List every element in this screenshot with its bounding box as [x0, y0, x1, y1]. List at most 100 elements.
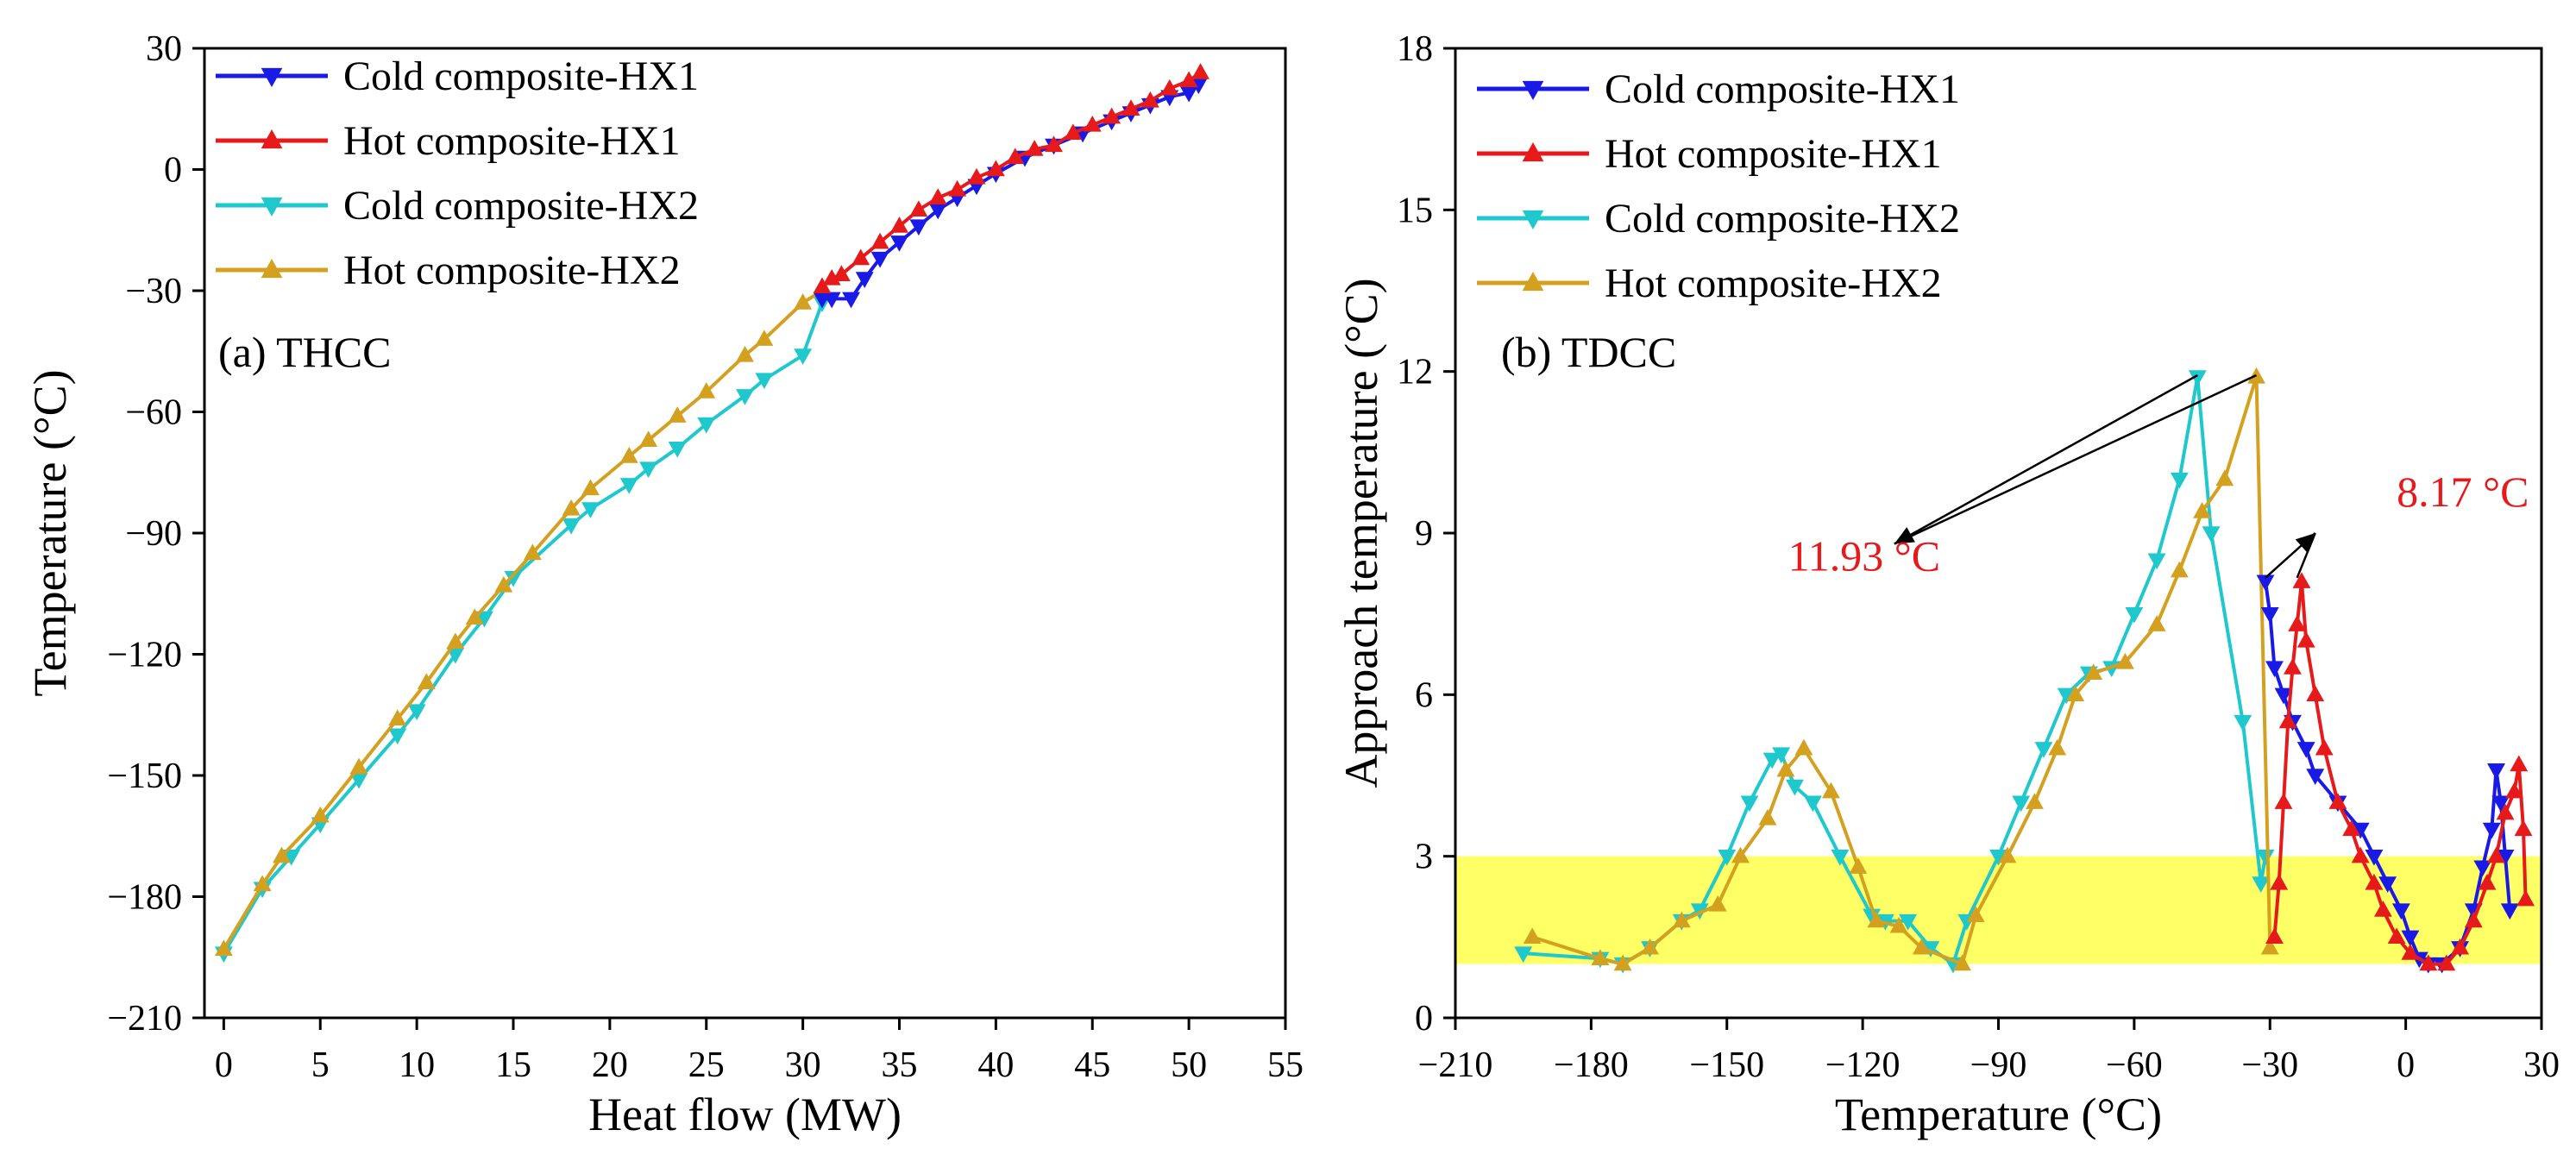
data-point	[1867, 911, 1886, 928]
data-point	[417, 673, 436, 689]
x-tick-label: −180	[1554, 1045, 1629, 1085]
y-tick-label: −90	[125, 514, 182, 554]
data-point	[2256, 574, 2275, 592]
data-point	[562, 499, 581, 516]
data-point	[1179, 85, 1198, 103]
data-point	[1831, 849, 1850, 866]
data-point	[1523, 927, 1542, 945]
data-point	[639, 461, 658, 479]
legend-swatch-marker	[261, 259, 283, 279]
series-cold-composite-hx2	[214, 296, 832, 964]
data-point	[736, 389, 754, 405]
data-point	[619, 478, 638, 494]
data-point	[2252, 876, 2271, 893]
legend-item: Hot composite-HX2	[216, 248, 681, 293]
x-tick-label: 30	[2523, 1045, 2560, 1085]
data-point	[2288, 615, 2307, 631]
data-point	[2401, 930, 2420, 947]
thcc-legend: Cold composite-HX1 Hot composite-HX1 Cold …	[216, 53, 699, 293]
data-point	[1998, 846, 2017, 863]
data-point	[1179, 71, 1198, 88]
x-tick-label: −150	[1689, 1045, 1764, 1085]
legend-swatch-marker	[261, 129, 283, 149]
data-point	[2215, 469, 2234, 486]
legend-label: Cold composite-HX1	[343, 53, 699, 99]
series-hot-composite-hx1	[2265, 572, 2535, 971]
data-point	[1921, 941, 1940, 957]
data-point	[2378, 876, 2397, 893]
data-point	[2437, 954, 2456, 971]
y-tick-label: 18	[1397, 29, 1433, 69]
data-point	[2270, 873, 2289, 890]
data-point	[2193, 502, 2212, 518]
y-tick-label: −210	[107, 999, 182, 1039]
data-point	[2265, 927, 2284, 945]
thcc-x-axis-label: Heat flow (MW)	[588, 1089, 902, 1140]
thcc-y-axis-label: Temperature (°C)	[24, 369, 76, 696]
thcc-series-layer	[214, 63, 1209, 964]
data-point	[948, 179, 967, 197]
legend-label: Cold composite-HX2	[343, 183, 699, 229]
data-point	[2451, 938, 2470, 955]
data-point	[1731, 846, 1750, 863]
series-hot-composite-hx2	[1523, 367, 2279, 971]
annotation-arrow	[1894, 373, 2198, 545]
data-point	[1762, 752, 1781, 769]
x-tick-label: 30	[785, 1045, 821, 1085]
x-tick-label: −60	[2106, 1045, 2163, 1085]
data-point	[2260, 606, 2279, 624]
data-point	[2500, 903, 2519, 920]
data-point	[1064, 123, 1083, 141]
legend-label: Cold composite-HX1	[1605, 66, 1960, 112]
data-point	[2170, 561, 2189, 578]
tdcc-axis-ticks: −210 −180 −150 −120 −90 −60 −30 0 30 0 3 6 9 12 15 18	[1397, 29, 2560, 1085]
y-tick-label: −150	[107, 756, 182, 796]
y-tick-label: 12	[1397, 353, 1433, 392]
data-point	[1514, 946, 1533, 964]
annotation-label: 8.17 °C	[2397, 468, 2529, 516]
annotation-label: 11.93 °C	[1788, 532, 1941, 581]
data-point	[2234, 714, 2252, 731]
data-point	[842, 292, 861, 309]
data-point	[967, 167, 986, 185]
data-point	[1794, 738, 1813, 756]
data-point	[2351, 846, 2370, 863]
legend-swatch-marker	[1522, 80, 1544, 100]
data-point	[639, 430, 658, 447]
data-point	[1641, 938, 1660, 955]
data-point	[2487, 846, 2505, 863]
data-point	[446, 647, 465, 664]
data-point	[2387, 927, 2406, 945]
data-point	[668, 406, 687, 423]
tdcc-annotations: 11.93 °C 8.17 °C	[1788, 373, 2529, 581]
data-point	[2351, 822, 2370, 839]
data-point	[2328, 793, 2347, 809]
data-point	[870, 251, 889, 268]
data-point	[581, 479, 600, 496]
data-point	[2464, 911, 2483, 928]
data-point	[2514, 819, 2533, 837]
data-point	[2296, 631, 2315, 648]
data-point	[2125, 606, 2144, 624]
data-point	[2487, 763, 2505, 780]
x-tick-label: 45	[1074, 1045, 1110, 1085]
x-tick-label: 40	[977, 1045, 1014, 1085]
tdcc-y-axis-label: Approach temperature (°C)	[1335, 278, 1387, 788]
x-tick-label: 0	[215, 1045, 233, 1085]
data-point	[2306, 769, 2325, 785]
data-point	[2202, 526, 2221, 543]
data-point	[2401, 944, 2420, 960]
data-point	[2296, 742, 2315, 758]
data-point	[407, 704, 426, 721]
legend-item: Hot composite-HX2	[1477, 261, 1942, 306]
y-tick-label: −60	[125, 393, 182, 433]
data-point	[619, 447, 638, 463]
series-line	[222, 302, 824, 955]
legend-item: Hot composite-HX1	[216, 118, 681, 164]
data-point	[253, 875, 272, 892]
data-point	[890, 235, 908, 252]
data-point	[1889, 916, 1908, 933]
data-point	[2057, 687, 2076, 705]
